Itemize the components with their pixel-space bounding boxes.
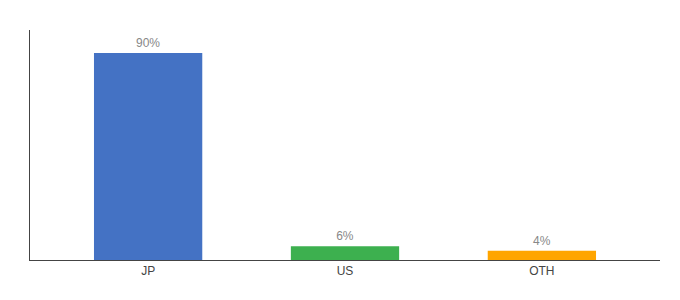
svg-text:90%: 90%: [136, 36, 160, 50]
svg-text:JP: JP: [141, 264, 155, 278]
svg-text:US: US: [337, 264, 354, 278]
svg-text:OTH: OTH: [529, 264, 554, 278]
svg-text:6%: 6%: [336, 229, 354, 243]
svg-text:4%: 4%: [533, 234, 551, 248]
